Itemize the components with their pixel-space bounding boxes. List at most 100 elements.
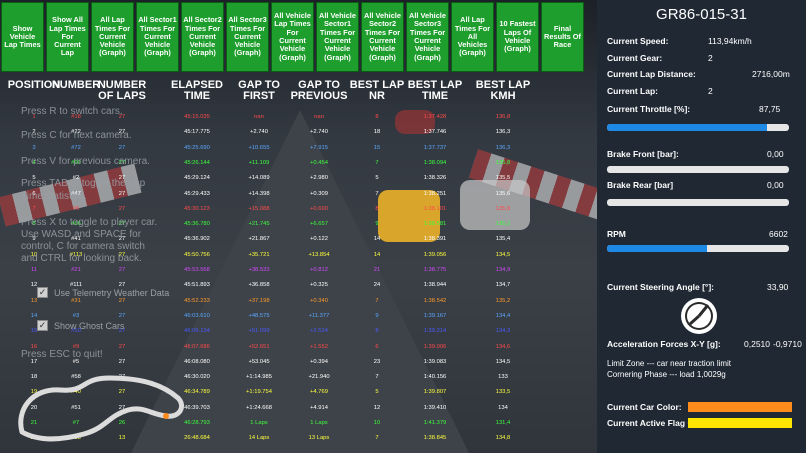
cell-pos: 14: [30, 312, 38, 319]
cell-pos: 9: [32, 236, 36, 243]
cell-kmh: 135,2: [495, 221, 511, 228]
cell-laps: 13: [118, 435, 126, 442]
cell-prev: +0.394: [310, 358, 328, 365]
cell-btime: 1:38.845: [423, 435, 447, 442]
cell-first: +37.198: [248, 297, 270, 304]
lap-distance-label: Current Lap Distance:: [607, 69, 696, 79]
cell-bnr: 10: [373, 420, 381, 426]
cell-first: +36.858: [248, 282, 270, 289]
cell-first: +1:24.668: [246, 404, 272, 411]
cell-btime: 1:37.746: [423, 129, 447, 136]
table-row[interactable]: 20 #51 27 46:39.703 +1:24.668 +4.914 12 1:39.41…: [0, 400, 597, 418]
cell-num: #47: [71, 190, 81, 197]
table-row[interactable]: 6 #47 27 45:29.433 +14.398 +0.309 7 1:38.251 135…: [0, 186, 597, 204]
cell-btime: 1:37.737: [423, 144, 447, 151]
view-button-8[interactable]: All Vehicle Sector1 Times For Current Ve…: [316, 2, 359, 72]
table-row[interactable]: 2 #22 27 45:17.775 +2.740 +2.740 18 1:37.746 136…: [0, 124, 597, 142]
cell-pos: 8: [32, 221, 36, 228]
cell-bnr: 7: [375, 297, 379, 304]
view-button-5[interactable]: All Sector2 Times For Current Vehicle (G…: [181, 2, 224, 72]
view-button-bar: Show Vehicle Lap Times Show All Lap Times…: [0, 0, 597, 75]
view-button-9[interactable]: All Vehicle Sector2 Times For Current Ve…: [361, 2, 404, 72]
checkbox-ghost-cars[interactable]: ✓: [37, 320, 48, 331]
cell-first: +14.398: [248, 190, 270, 197]
traction-note: Limit Zone --- car near traction limit: [607, 359, 732, 368]
cell-num: #58: [71, 374, 81, 381]
cell-btime: 1:37.428: [423, 114, 447, 120]
table-row[interactable]: 4 #99 27 45:26.144 +11.109 +0.454 7 1:38.094 135…: [0, 155, 597, 173]
view-button-12[interactable]: 10 Fastest Laps Of Vehicle (Graph): [496, 2, 539, 72]
cell-time: 46:34.789: [184, 389, 210, 396]
checkbox-telemetry-weather[interactable]: ✓: [37, 287, 48, 298]
table-row[interactable]: 13 #31 27 45:52.233 +37.198 +0.340 7 1:38.542 13…: [0, 293, 597, 311]
table-row[interactable]: 17 #5 27 46:08.080 +53.045 +0.394 23 1:39.083 13…: [0, 354, 597, 372]
cell-num: #5: [72, 358, 80, 365]
table-row[interactable]: 3 #72 27 45:25.690 +10.655 +7.915 15 1:37.737 13…: [0, 140, 597, 158]
table-row[interactable]: 21 #7 26 46:28.793 1 Laps 1 Laps 10 1:41.379 131…: [0, 415, 597, 433]
cell-first: +11.109: [248, 159, 270, 166]
view-button-3[interactable]: All Lap Times For Current Vehicle (Graph…: [91, 2, 134, 72]
cell-prev: +0.340: [310, 297, 328, 304]
table-row[interactable]: 8 #66 27 45:36.780 +21.745 +6.657 9 1:38.581 135…: [0, 216, 597, 234]
help-text-line: Press R to switch cars.: [21, 106, 123, 117]
cell-first: nan: [254, 114, 264, 120]
column-header-best-lap-kmh: BEST LAP KMH: [475, 79, 531, 102]
cell-bnr: 18: [373, 129, 381, 136]
cell-btime: 1:38.101: [423, 205, 447, 212]
table-row[interactable]: 11 #21 27 45:53.568 +38.533 +0.812 21 1:38.775 1…: [0, 262, 597, 280]
cell-prev: +0.309: [310, 190, 328, 197]
cell-pos: 11: [30, 267, 38, 273]
current-lap-value: 2: [708, 86, 713, 96]
cell-first: 14 Laps: [248, 435, 270, 442]
cell-first: +51.099: [248, 328, 270, 335]
view-button-13[interactable]: Final Results Of Race: [541, 2, 584, 72]
cell-kmh: 133: [498, 374, 508, 381]
cell-pos: 16: [30, 343, 38, 350]
table-row[interactable]: 7 #6 27 45:30.123 +15.088 +0.690 8 1:38.101 135,…: [0, 201, 597, 219]
column-header-position: POSITION: [7, 79, 61, 91]
cell-first: +10.655: [248, 144, 270, 151]
view-button-1[interactable]: Show Vehicle Lap Times: [1, 2, 44, 72]
cell-kmh: 135,8: [495, 159, 511, 166]
table-row[interactable]: 19 #40 27 46:34.789 +1:19.754 +4.769 5 1:39.807…: [0, 384, 597, 402]
table-row[interactable]: 10 #113 27 45:50.756 +35.721 +13.854 14 1:39.05…: [0, 247, 597, 265]
table-row[interactable]: 9 #41 27 45:36.902 +21.867 +0.122 14 1:38.391 13…: [0, 231, 597, 249]
view-button-11[interactable]: All Lap Times For All Vehicles (Graph): [451, 2, 494, 72]
table-row[interactable]: 14 #3 27 46:03.610 +48.575 +11.377 9 1:39.167 13…: [0, 308, 597, 326]
help-text-line: Press C for next camera.: [21, 130, 132, 141]
table-row[interactable]: 15 #10 27 46:06.134 +51.099 +2.524 8 1:39.214 13…: [0, 323, 597, 341]
cell-time: 45:17.775: [184, 129, 210, 136]
table-row[interactable]: 1 #18 27 45:15.035 nan nan 8 1:37.428 136,8: [0, 109, 597, 127]
table-row[interactable]: 12 #111 27 45:51.893 +36.858 +0.325 24 1:38.944…: [0, 277, 597, 295]
cell-pos: 13: [30, 297, 38, 304]
table-row[interactable]: 5 #2 27 45:29.124 +14.089 +2.980 5 1:38.326 135,…: [0, 170, 597, 188]
cell-time: 46:28.793: [184, 420, 210, 426]
cell-kmh: 131,4: [495, 420, 511, 426]
cell-bnr: 7: [375, 190, 379, 197]
view-button-2[interactable]: Show All Lap Times For Current Lap: [46, 2, 89, 72]
cell-bnr: 5: [375, 389, 379, 396]
view-button-7[interactable]: All Vehicle Lap Times For Current Vehicl…: [271, 2, 314, 72]
cell-laps: 27: [118, 389, 126, 396]
cell-first: +1:19.754: [246, 389, 272, 396]
cell-time: 45:30.123: [184, 205, 210, 212]
cell-bnr: 24: [373, 282, 381, 289]
cell-num: #41: [71, 236, 81, 243]
steering-wheel-icon: [681, 298, 717, 334]
cell-num: #22: [71, 129, 81, 136]
cell-laps: 27: [118, 221, 126, 228]
view-button-10[interactable]: All Vehicle Sector3 Times For Current Ve…: [406, 2, 449, 72]
view-button-4[interactable]: All Sector1 Times For Current Vehicle (G…: [136, 2, 179, 72]
cell-pos: 15: [30, 328, 38, 335]
steering-angle-value: 33,90: [767, 282, 789, 292]
table-row[interactable]: 16 #9 27 46:07.686 +52.651 +1.552 6 1:39.006 134…: [0, 339, 597, 357]
cell-first: +48.575: [248, 312, 270, 319]
cell-num: #21: [71, 267, 81, 273]
view-button-6[interactable]: All Sector3 Times For Current Vehicle (G…: [226, 2, 269, 72]
track-minimap-outline: [18, 375, 184, 442]
cell-prev: +0.690: [310, 205, 328, 212]
cell-laps: 27: [118, 205, 126, 212]
cell-time: 45:50.756: [184, 251, 210, 258]
cell-first: 1 Laps: [250, 420, 268, 426]
help-text-line: control, C for camera switch: [21, 241, 145, 252]
